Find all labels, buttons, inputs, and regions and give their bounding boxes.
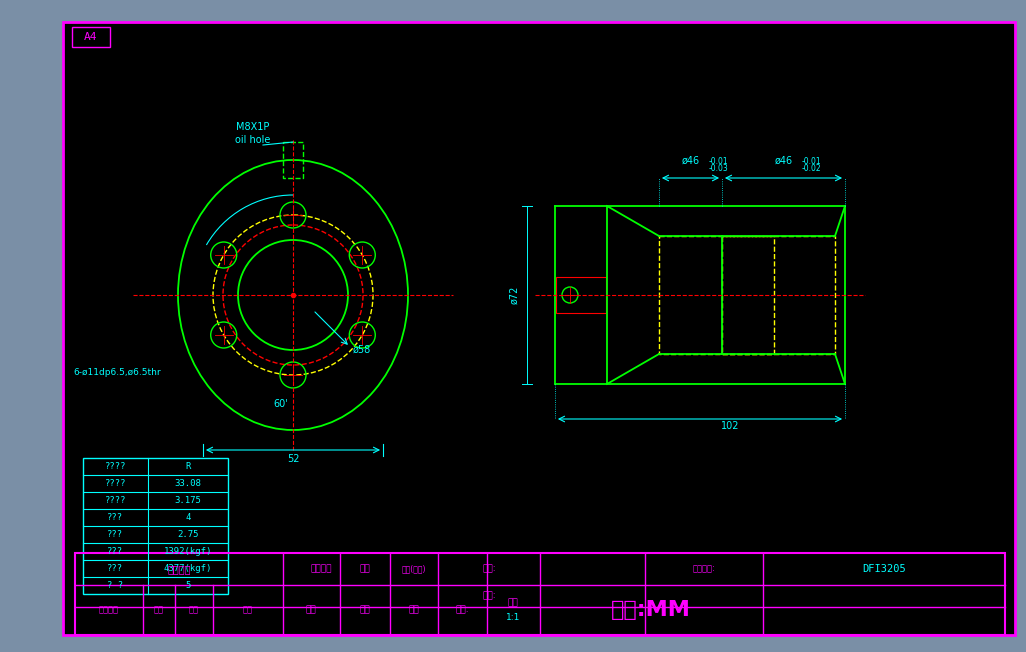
- Text: 型号:: 型号:: [482, 565, 496, 574]
- Text: 5: 5: [186, 581, 191, 590]
- Text: 绘图: 绘图: [306, 606, 316, 614]
- Text: 4377(kgf): 4377(kgf): [164, 564, 212, 573]
- Text: 6-ø11dp6.5,ø6.5thr: 6-ø11dp6.5,ø6.5thr: [73, 368, 161, 377]
- Text: ???: ???: [108, 513, 123, 522]
- Text: ????: ????: [105, 462, 126, 471]
- Text: 设计: 设计: [360, 606, 370, 614]
- Text: 102: 102: [720, 421, 740, 431]
- Text: 客户名称: 客户名称: [310, 565, 331, 574]
- Text: 单位:MM: 单位:MM: [611, 600, 690, 620]
- Text: 数量(单台): 数量(单台): [402, 565, 426, 574]
- Text: A4: A4: [84, 32, 97, 42]
- Text: ???: ???: [108, 564, 123, 573]
- Text: ø46: ø46: [775, 156, 792, 166]
- Text: 60': 60': [273, 399, 287, 409]
- Text: -0.02: -0.02: [801, 164, 821, 173]
- Text: DFI3205: DFI3205: [862, 564, 906, 574]
- Text: 更改标记: 更改标记: [98, 606, 119, 614]
- Text: 4: 4: [186, 513, 191, 522]
- Text: 签名: 签名: [243, 606, 253, 614]
- Bar: [556, 277, 606, 313]
- Text: 日期: 日期: [189, 606, 199, 614]
- Bar: [659, 236, 774, 354]
- Bar: [72, 27, 110, 47]
- Text: -0.03: -0.03: [709, 164, 728, 173]
- Text: 审核: 审核: [408, 606, 420, 614]
- Text: 2.75: 2.75: [177, 530, 199, 539]
- Text: 3.175: 3.175: [174, 496, 201, 505]
- Text: ø72: ø72: [509, 286, 519, 304]
- Text: 日期: 日期: [360, 565, 370, 574]
- Text: ???: ???: [108, 547, 123, 556]
- Bar: [283, 142, 303, 178]
- Text: M8X1P: M8X1P: [236, 122, 270, 132]
- Text: ????: ????: [105, 479, 126, 488]
- Bar: [83, 458, 228, 594]
- Text: 视角.: 视角.: [456, 606, 469, 614]
- Text: 1392(kgf): 1392(kgf): [164, 547, 212, 556]
- Text: ???: ???: [108, 530, 123, 539]
- Text: -0.01: -0.01: [801, 157, 821, 166]
- Bar: [722, 236, 835, 354]
- Text: ø46: ø46: [681, 156, 700, 166]
- Text: 处数: 处数: [154, 606, 164, 614]
- Text: ø58: ø58: [353, 345, 371, 355]
- Text: R: R: [186, 462, 191, 471]
- Text: 客档图号:: 客档图号:: [693, 565, 715, 574]
- Text: 材料:: 材料:: [482, 591, 496, 600]
- Bar: [75, 553, 1005, 635]
- Text: 1:1: 1:1: [506, 612, 520, 621]
- Text: 33.08: 33.08: [174, 479, 201, 488]
- Text: ????: ????: [105, 496, 126, 505]
- Text: 客户确认: 客户确认: [167, 564, 191, 574]
- Text: 52: 52: [286, 454, 300, 464]
- Text: -0.01: -0.01: [709, 157, 728, 166]
- Text: 比例: 比例: [508, 599, 518, 608]
- Text: oil hole: oil hole: [235, 135, 271, 145]
- Text: ? ?: ? ?: [108, 581, 123, 590]
